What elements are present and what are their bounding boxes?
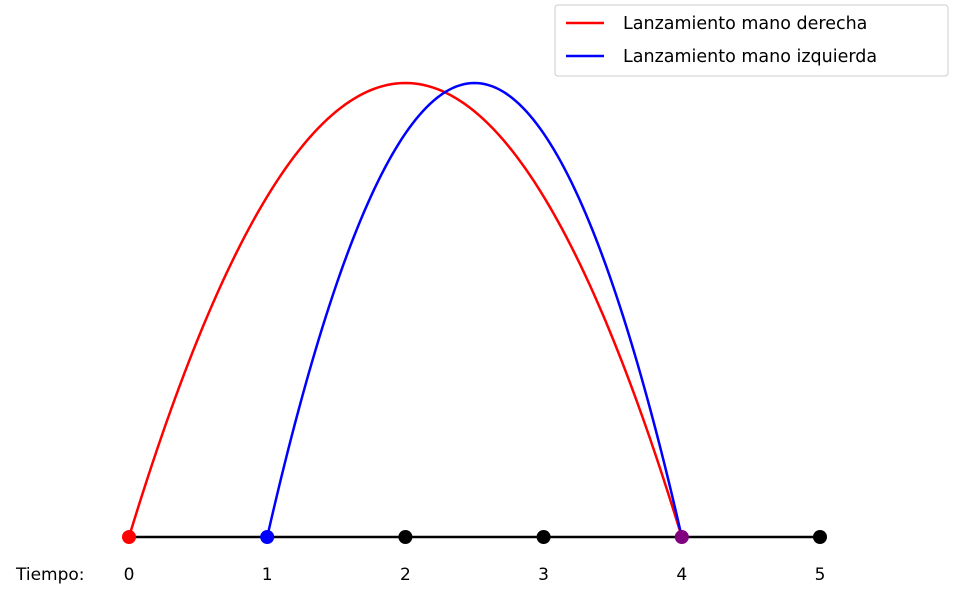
- tick-labels: 0 1 2 3 4 5: [124, 565, 826, 585]
- tick-label-1: 1: [262, 565, 273, 585]
- legend-label-left-hand: Lanzamiento mano izquierda: [623, 47, 877, 67]
- left-hand-throw-curve: [265, 81, 684, 538]
- time-marker-5: [813, 530, 827, 544]
- time-marker-4: [674, 530, 689, 544]
- right-hand-throw-curve: [127, 81, 683, 538]
- time-marker-2: [398, 530, 413, 544]
- time-marker-0: [122, 530, 136, 544]
- time-marker-3: [536, 530, 551, 544]
- tick-label-4: 4: [676, 565, 687, 585]
- legend-label-right-hand: Lanzamiento mano derecha: [623, 14, 867, 34]
- axis-prefix-label: Tiempo:: [15, 565, 85, 585]
- throw-curves: [127, 81, 684, 538]
- tick-label-2: 2: [400, 565, 411, 585]
- tick-label-5: 5: [815, 565, 826, 585]
- legend: Lanzamiento mano derecha Lanzamiento man…: [554, 4, 949, 77]
- tick-label-3: 3: [538, 565, 549, 585]
- tick-label-0: 0: [124, 565, 135, 585]
- time-markers: [122, 530, 827, 544]
- time-marker-1: [260, 530, 275, 544]
- legend-frame: [554, 4, 949, 77]
